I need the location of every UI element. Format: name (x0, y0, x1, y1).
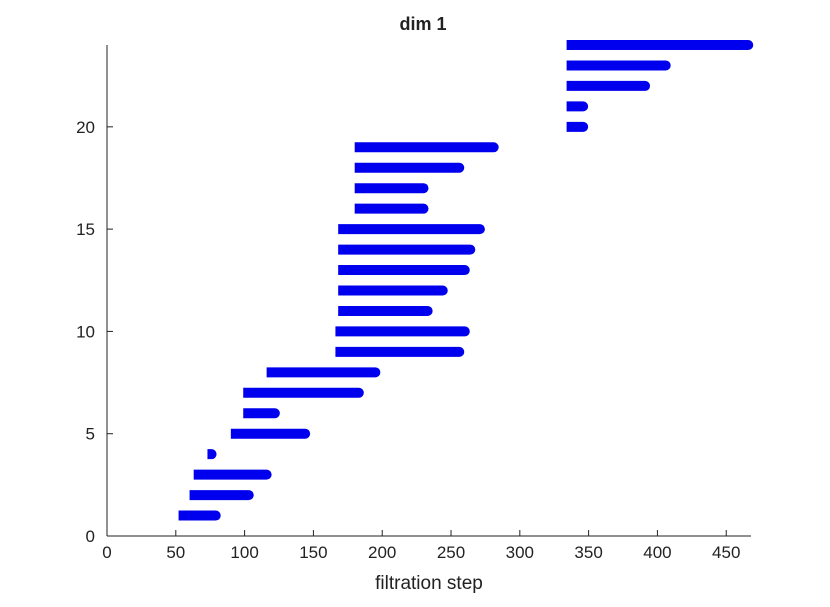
bar (338, 224, 485, 235)
bar (566, 101, 589, 112)
bar (178, 510, 221, 521)
bar (566, 40, 754, 50)
bar (207, 449, 217, 460)
bar (354, 142, 499, 153)
y-tick-label: 5 (86, 425, 95, 444)
bar (338, 305, 433, 316)
x-tick-label: 450 (712, 543, 740, 562)
bar (566, 80, 651, 91)
y-tick-label: 0 (86, 527, 95, 546)
bar (335, 346, 465, 357)
x-tick-label: 0 (102, 543, 111, 562)
bar (230, 428, 311, 439)
bar (189, 490, 254, 501)
x-tick-label: 200 (368, 543, 396, 562)
x-tick-label: 150 (299, 543, 327, 562)
bar (243, 387, 364, 398)
bar (193, 469, 272, 480)
y-tick-label: 15 (76, 220, 95, 239)
bar (566, 121, 589, 132)
bar (266, 367, 381, 378)
bar (338, 244, 476, 255)
y-tick-label: 10 (76, 322, 95, 341)
x-axis-label: filtration step (375, 573, 483, 594)
bar (243, 408, 280, 419)
bar (354, 162, 465, 173)
bar (354, 203, 429, 214)
x-tick-label: 100 (230, 543, 258, 562)
y-tick-label: 20 (76, 118, 95, 137)
x-tick-label: 300 (506, 543, 534, 562)
x-tick-label: 350 (574, 543, 602, 562)
bar (354, 183, 429, 194)
x-tick-label: 50 (166, 543, 185, 562)
bar (338, 265, 470, 276)
chart-title: dim 1 (399, 14, 446, 34)
bar (566, 60, 671, 71)
x-tick-label: 400 (643, 543, 671, 562)
x-tick-label: 250 (437, 543, 465, 562)
bar (338, 285, 448, 296)
bar (335, 326, 470, 337)
